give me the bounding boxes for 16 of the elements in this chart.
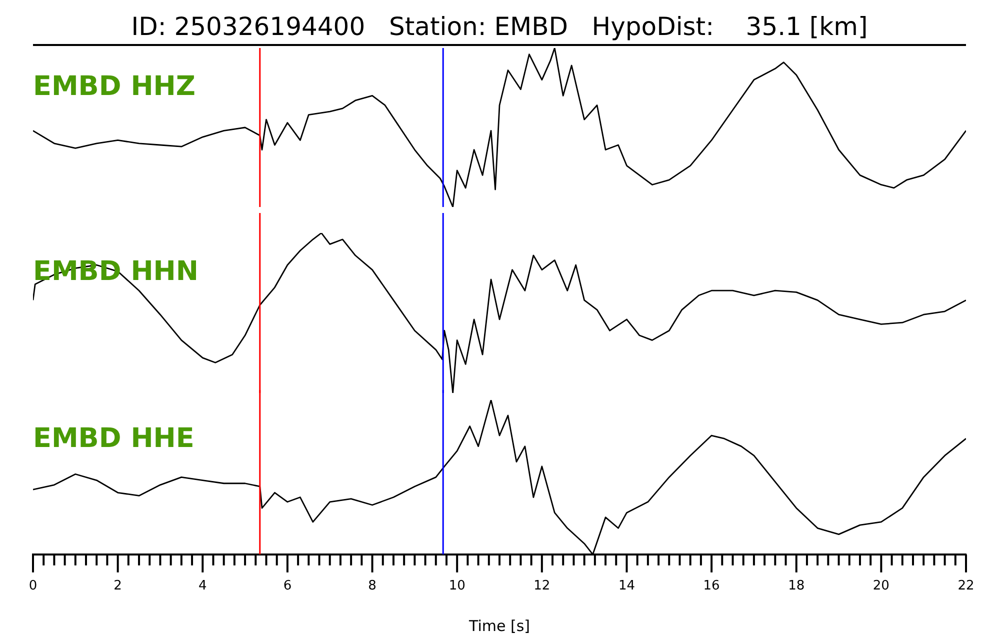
- series-label: EMBD HHZ: [33, 71, 196, 102]
- x-axis-title: Time [s]: [468, 616, 530, 635]
- series-label: EMBD HHE: [33, 423, 194, 454]
- x-tick-label: 18: [788, 578, 805, 594]
- x-tick-label: 20: [872, 578, 890, 594]
- x-tick-label: 16: [703, 578, 720, 594]
- x-tick-label: 12: [534, 578, 550, 594]
- x-tick-label: 4: [198, 578, 207, 594]
- x-tick-label: 2: [114, 578, 122, 594]
- x-tick-label: 10: [448, 578, 466, 594]
- x-tick-label: 0: [28, 578, 38, 594]
- x-tick-label: 6: [283, 578, 292, 594]
- x-tick-label: 14: [618, 578, 635, 594]
- x-tick-label: 22: [958, 578, 974, 594]
- x-tick-label: 8: [368, 578, 376, 594]
- chart-title: ID: 250326194400 Station: EMBD HypoDist: 35.1 [km]: [33, 0, 966, 46]
